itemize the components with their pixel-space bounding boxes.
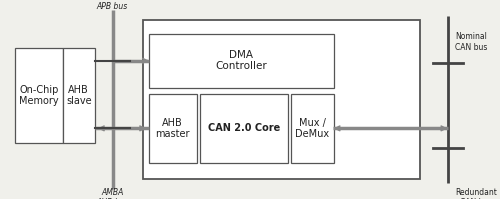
Bar [15,48,62,143]
Text: Mux /
DeMux: Mux / DeMux [295,118,330,139]
Text: AHB
slave: AHB slave [66,85,92,106]
Text: DMA
Controller: DMA Controller [216,50,267,71]
Text: AMBA
APB bus: AMBA APB bus [97,0,128,11]
Bar [149,34,334,88]
Text: On-Chip
Memory: On-Chip Memory [19,85,59,106]
Bar [142,20,420,179]
Bar [291,94,334,163]
Bar [200,94,288,163]
Bar [62,48,95,143]
Text: Redundant
CAN bus: Redundant CAN bus [455,188,497,199]
Text: Nominal
CAN bus: Nominal CAN bus [455,32,488,52]
Text: CAN 2.0 Core: CAN 2.0 Core [208,123,280,133]
Text: AMBA
AHB bus: AMBA AHB bus [96,188,128,199]
Text: AHB
master: AHB master [156,118,190,139]
Bar [149,94,196,163]
